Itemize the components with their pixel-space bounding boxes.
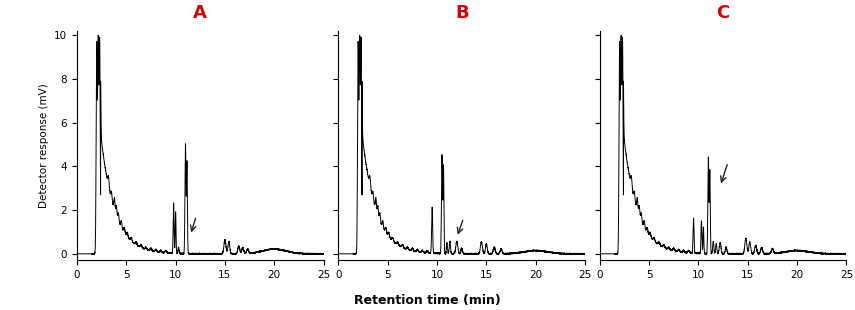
Text: C: C: [716, 4, 730, 22]
Text: B: B: [455, 4, 469, 22]
Text: A: A: [193, 4, 207, 22]
Text: Retention time (min): Retention time (min): [354, 294, 501, 307]
Y-axis label: Detector response (mV): Detector response (mV): [38, 83, 49, 208]
